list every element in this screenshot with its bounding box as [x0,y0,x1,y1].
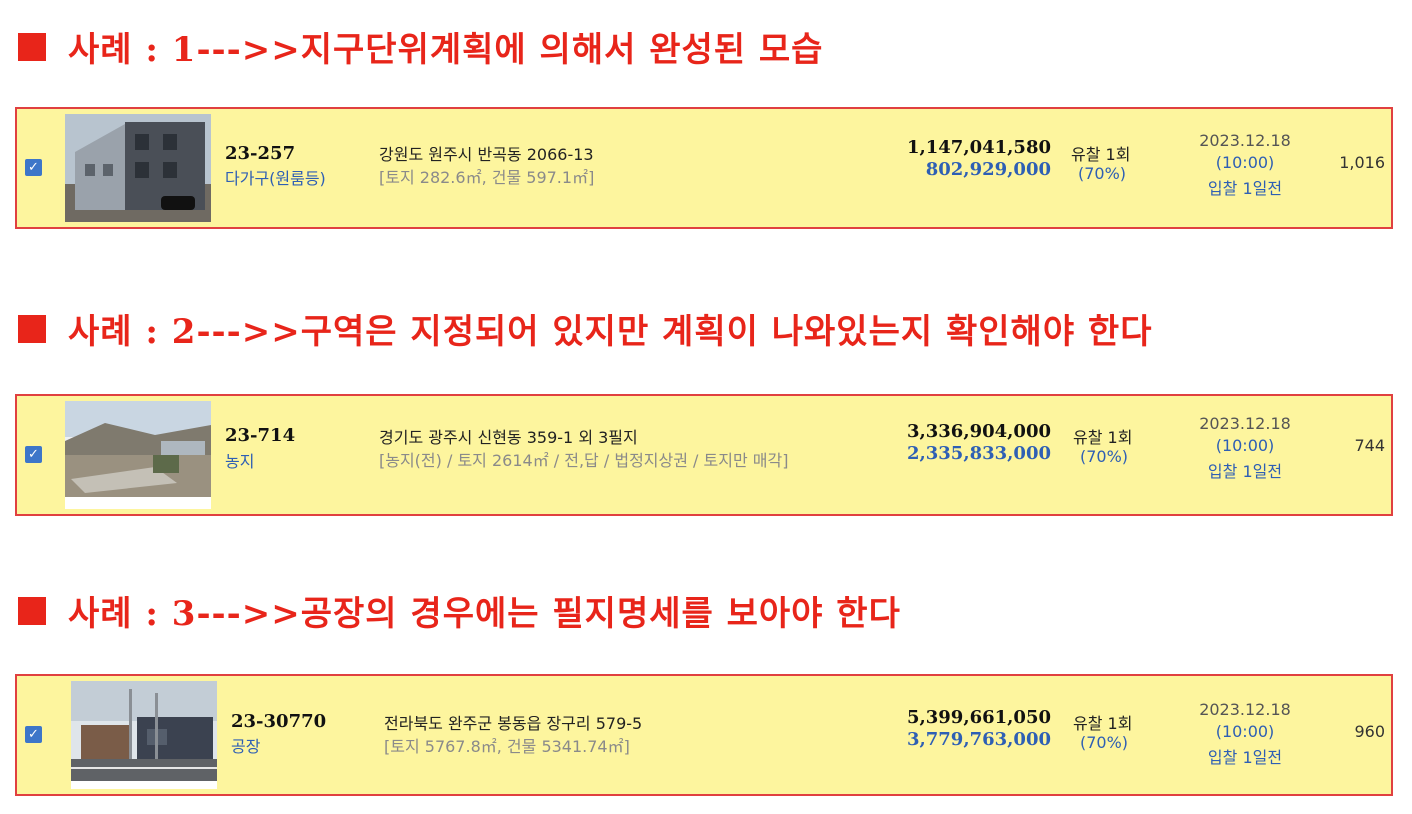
property-type: 농지 [225,452,255,471]
checkbox-checked-icon[interactable]: ✓ [25,446,42,463]
case-number[interactable]: 23-30770 [231,711,327,732]
property-thumbnail[interactable] [71,681,217,789]
property-thumbnail[interactable] [65,401,211,509]
case-heading-text: 사례 : 2--->>구역은 지정되어 있지만 계획이 나와있는지 확인해야 한… [68,312,1153,352]
minimum-bid-price: 802,929,000 [925,159,1051,180]
minimum-rate: (70%) [1078,164,1127,183]
property-type: 다가구(원룸등) [225,169,326,188]
property-thumbnail[interactable] [65,114,211,222]
red-square-bullet-icon [18,32,46,61]
case-heading-2: 사례 : 2--->>구역은 지정되어 있지만 계획이 나와있는지 확인해야 한… [18,304,1153,353]
appraisal-price: 1,147,041,580 [906,137,1051,158]
failed-bid-count: 유찰 1회 [1073,714,1133,733]
property-address[interactable]: 강원도 원주시 반곡동 2066-13 [379,145,594,164]
case-number[interactable]: 23-257 [225,143,296,164]
days-until-auction: 입찰 1일전 [1207,748,1283,767]
case-heading-text: 사례 : 3--->>공장의 경우에는 필지명세를 보아야 한다 [68,594,901,634]
minimum-rate: (70%) [1080,733,1129,752]
farmland-photo-icon [65,401,211,509]
auction-date: 2023.12.18 [1199,700,1291,719]
property-detail: [토지 5767.8㎡, 건물 5341.74㎡] [384,737,630,756]
auction-item-card[interactable]: ✓ 23-257 다가구(원룸등) 강원도 원주시 반곡동 2066-13 [토… [15,107,1393,229]
failed-bid-count: 유찰 1회 [1073,428,1133,447]
red-square-bullet-icon [18,314,46,343]
property-address[interactable]: 경기도 광주시 신현동 359-1 외 3필지 [379,428,638,447]
auction-date: 2023.12.18 [1199,131,1291,150]
appraisal-price: 3,336,904,000 [906,421,1051,442]
view-count: 1,016 [1339,153,1385,172]
auction-time: (10:00) [1215,153,1275,172]
property-address[interactable]: 전라북도 완주군 봉동읍 장구리 579-5 [384,714,643,733]
auction-time: (10:00) [1215,722,1275,741]
auction-item-card[interactable]: ✓ 23-714 농지 경기도 광주시 신현동 359-1 외 3필지 [농지(… [15,394,1393,516]
property-type: 공장 [231,737,261,756]
auction-time: (10:00) [1215,436,1275,455]
checkbox-checked-icon[interactable]: ✓ [25,726,42,743]
auction-date: 2023.12.18 [1199,414,1291,433]
view-count: 960 [1354,722,1385,741]
property-detail: [토지 282.6㎡, 건물 597.1㎡] [379,168,595,187]
case-heading-3: 사례 : 3--->>공장의 경우에는 필지명세를 보아야 한다 [18,586,901,635]
factory-photo-icon [71,681,217,789]
days-until-auction: 입찰 1일전 [1207,462,1283,481]
minimum-bid-price: 3,779,763,000 [906,729,1051,750]
property-detail: [농지(전) / 토지 2614㎡ / 전,답 / 법정지상권 / 토지만 매각… [379,451,789,470]
auction-item-card[interactable]: ✓ 23-30770 공장 전라북도 완주군 봉동읍 장구리 579-5 [토지… [15,674,1393,796]
case-heading-text: 사례 : 1--->>지구단위계획에 의해서 완성된 모습 [68,30,824,70]
house-photo-icon [65,114,211,222]
case-heading-1: 사례 : 1--->>지구단위계획에 의해서 완성된 모습 [18,22,823,71]
checkbox-checked-icon[interactable]: ✓ [25,159,42,176]
appraisal-price: 5,399,661,050 [906,707,1051,728]
days-until-auction: 입찰 1일전 [1207,179,1283,198]
view-count: 744 [1354,436,1385,455]
minimum-rate: (70%) [1080,447,1129,466]
case-number[interactable]: 23-714 [225,425,296,446]
minimum-bid-price: 2,335,833,000 [906,443,1051,464]
failed-bid-count: 유찰 1회 [1071,145,1131,164]
red-square-bullet-icon [18,596,46,625]
